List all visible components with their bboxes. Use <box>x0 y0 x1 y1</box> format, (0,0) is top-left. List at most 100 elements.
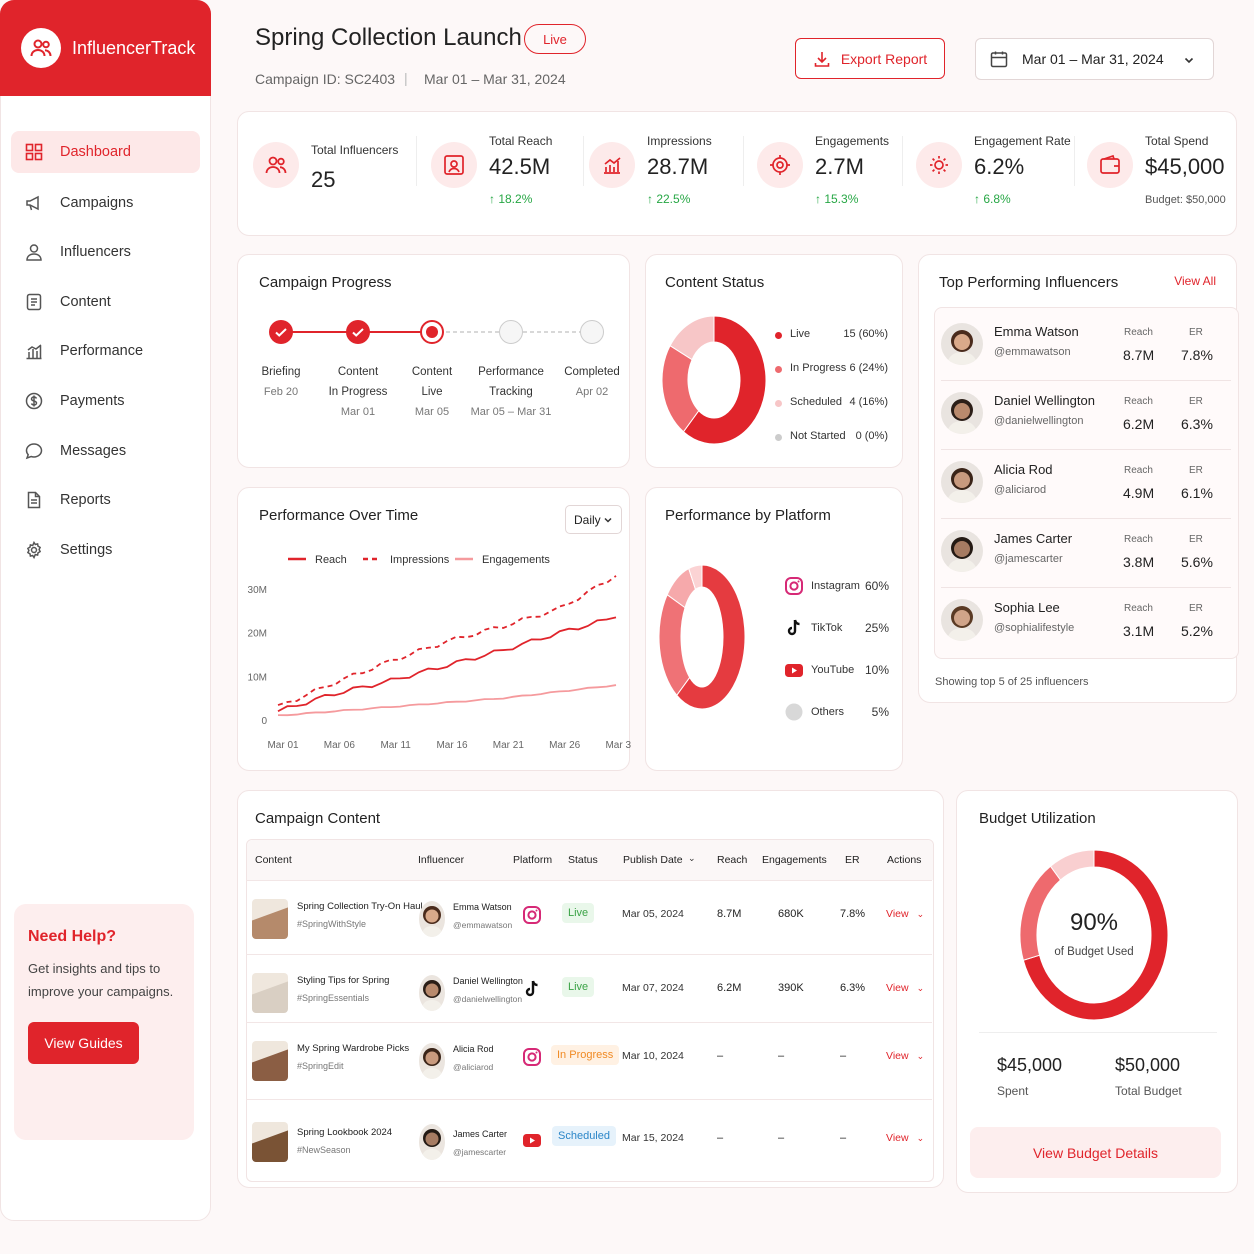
influencer-row[interactable]: Emma Watson @emmawatson Reach 8.7M ER 7.8% <box>935 315 1238 377</box>
sidebar-item-influencers[interactable]: Influencers <box>11 231 200 273</box>
influencer-row[interactable]: Alicia Rod @aliciarod Reach 4.9M ER 6.1% <box>935 449 1238 515</box>
help-card: Need Help? Get insights and tips to impr… <box>14 904 194 1140</box>
bar-chart-icon <box>589 142 635 188</box>
engagements-value: 390K <box>778 982 804 994</box>
er-value: 7.8% <box>1181 347 1213 363</box>
influencer-list <box>934 307 1239 659</box>
x-tick-label: Mar 31 <box>605 740 631 751</box>
content-thumbnail <box>252 973 288 1013</box>
influencer-handle: @jamescarter <box>994 553 1063 565</box>
stat-label: Engagement Rate <box>974 134 1071 148</box>
platform-cell <box>522 905 542 925</box>
budget-spent-value: $45,000 <box>997 1055 1063 1075</box>
budget-total-value: $50,000 <box>1115 1055 1181 1075</box>
influencer-handle: @sophialifestyle <box>994 622 1075 634</box>
influencer-row[interactable]: Sophia Lee @sophialifestyle Reach 3.1M ER 5.2… <box>935 587 1238 653</box>
view-action-button[interactable]: View ⌄ <box>886 1132 924 1144</box>
granularity-select[interactable]: Daily <box>565 505 622 534</box>
sidebar-item-payments[interactable]: Payments <box>11 380 200 422</box>
help-text-line2: improve your campaigns. <box>28 984 174 999</box>
influencer-name: Alicia Rod <box>994 462 1053 477</box>
influencer-row[interactable]: Daniel Wellington @danielwellington Reach 6… <box>935 380 1238 446</box>
influencer-row[interactable]: James Carter @jamescarter Reach 3.8M ER 5.6% <box>935 518 1238 584</box>
platform-label: Instagram <box>811 580 860 592</box>
platform-cell <box>522 979 542 999</box>
view-all-link[interactable]: View All <box>1174 274 1216 288</box>
chevron-down-icon <box>604 517 612 523</box>
status-badge: In Progress <box>551 1045 620 1065</box>
sidebar-item-dashboard[interactable]: Dashboard <box>11 131 200 173</box>
reach-label: Reach <box>1124 327 1153 338</box>
platform-value: 5% <box>871 705 889 719</box>
influencer-handle: @emmawatson <box>994 346 1071 358</box>
content-thumbnail <box>252 899 288 939</box>
others-icon <box>785 703 803 721</box>
view-action-button[interactable]: View ⌄ <box>886 1050 924 1062</box>
influencer-handle: @aliciarod <box>453 1062 494 1072</box>
status-badge: Live <box>524 24 586 54</box>
step-date: Apr 02 <box>575 386 609 398</box>
stat-change: ↑ 18.2% <box>489 192 533 206</box>
reach-value: 6.2M <box>717 982 742 994</box>
budget-utilization-card: Budget Utilization 90% of Budget Used $4… <box>956 790 1238 1193</box>
view-action-button[interactable]: View ⌄ <box>886 982 924 994</box>
tiktok-icon <box>787 619 800 636</box>
reach-value: 8.7M <box>717 908 742 920</box>
sidebar-item-performance[interactable]: Performance <box>11 330 200 372</box>
er-value: 6.3% <box>840 982 866 994</box>
sidebar-item-campaigns[interactable]: Campaigns <box>11 182 200 224</box>
content-title: Spring Lookbook 2024 <box>297 1127 393 1138</box>
avatar <box>941 392 983 434</box>
sidebar-item-label: Messages <box>60 443 127 459</box>
sidebar-item-reports[interactable]: Reports <box>11 479 200 521</box>
progress-step-label: Content Live Mar 05 <box>387 362 477 422</box>
stat-total-spend: Total Spend $45,000 Budget: $50,000 <box>1087 112 1232 210</box>
er-label: ER <box>1189 603 1203 614</box>
sidebar-item-messages[interactable]: Messages <box>11 430 200 472</box>
view-budget-details-button[interactable]: View Budget Details <box>970 1127 1221 1178</box>
column-header: Status <box>568 854 598 866</box>
er-value: – <box>840 1132 847 1144</box>
publish-date: Mar 10, 2024 <box>622 1050 684 1062</box>
stat-label: Impressions <box>647 134 712 148</box>
legend-label: Scheduled <box>790 396 842 408</box>
check-icon <box>275 328 287 337</box>
budget-spent-label: Spent <box>997 1084 1029 1098</box>
column-header: Actions <box>887 854 922 866</box>
stat-engagements: Engagements 2.7M ↑ 15.3% <box>757 112 907 210</box>
influencer-handle: @danielwellington <box>994 415 1084 427</box>
x-tick-label: Mar 06 <box>324 740 356 751</box>
sidebar-item-label: Dashboard <box>60 144 131 160</box>
table-row: Styling Tips for Spring #SpringEssentials… <box>246 954 932 1022</box>
sidebar: InfluencerTrack Dashboard Campaigns Infl… <box>0 0 211 1221</box>
brand-header[interactable]: InfluencerTrack <box>0 0 211 96</box>
view-action-button[interactable]: View ⌄ <box>886 908 924 920</box>
date-range-picker[interactable]: Mar 01 – Mar 31, 2024 <box>975 38 1214 80</box>
view-action-label: View <box>886 908 909 920</box>
publish-date: Mar 05, 2024 <box>622 908 684 920</box>
reach-value: 6.2M <box>1123 416 1155 432</box>
view-guides-button[interactable]: View Guides <box>28 1022 139 1064</box>
sort-chevron-icon[interactable]: ⌄ <box>688 853 696 863</box>
influencer-avatar <box>419 901 445 937</box>
influencer-name: Alicia Rod <box>453 1044 494 1054</box>
platform-icon-wrap <box>784 660 804 680</box>
legend-label: Impressions <box>390 554 450 566</box>
series-line-reach <box>277 616 617 713</box>
table-row: Spring Collection Try-On Haul #SpringWith… <box>246 880 932 954</box>
legend-dot <box>775 366 782 373</box>
export-report-button[interactable]: Export Report <box>795 38 945 79</box>
campaign-id: Campaign ID: SC2403 <box>255 71 396 87</box>
column-header[interactable]: Publish Date <box>623 854 683 866</box>
sidebar-item-content[interactable]: Content <box>11 281 200 323</box>
sun-icon <box>916 142 962 188</box>
column-header: Influencer <box>418 854 465 866</box>
step-title: Content <box>337 366 379 378</box>
content-icon <box>26 293 42 311</box>
stat-value: 6.2% <box>974 154 1025 179</box>
sidebar-item-settings[interactable]: Settings <box>11 529 200 571</box>
step-date: Feb 20 <box>263 386 299 398</box>
legend-label: In Progress <box>790 362 847 374</box>
platform-icon-wrap <box>784 618 804 638</box>
influencer-name: Emma Watson <box>453 902 512 912</box>
